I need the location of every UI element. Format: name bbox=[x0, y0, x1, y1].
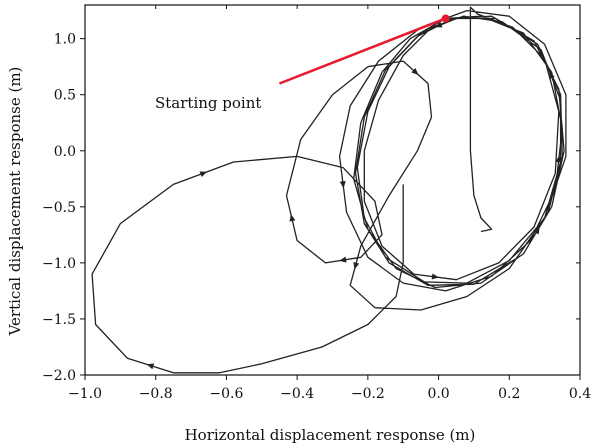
x-tick-label: −0.4 bbox=[280, 386, 314, 402]
direction-arrow bbox=[146, 363, 155, 370]
y-tick-label: −1.0 bbox=[42, 256, 76, 272]
x-tick-label: 0.2 bbox=[498, 386, 520, 402]
y-tick-label: −0.5 bbox=[42, 200, 76, 216]
annotation-group bbox=[279, 14, 450, 85]
trajectory-line bbox=[91, 6, 567, 374]
direction-arrow bbox=[353, 262, 360, 270]
starting-point-pointer bbox=[279, 17, 447, 85]
x-tick-label: −1.0 bbox=[68, 386, 102, 402]
tick-marks: −1.0 −0.8 −0.6 −0.4 −0.2 0.0 0.2 0.4 −2.0 −1.5 −1.… bbox=[42, 5, 591, 402]
direction-arrow bbox=[434, 21, 443, 28]
direction-arrow bbox=[431, 273, 439, 280]
direction-arrow bbox=[339, 181, 346, 189]
starting-point-marker bbox=[441, 14, 450, 23]
direction-arrows bbox=[146, 21, 562, 370]
axes bbox=[84, 4, 581, 376]
x-tick-label: 0.4 bbox=[569, 386, 591, 402]
starting-point-label: Starting point bbox=[155, 94, 261, 112]
direction-arrow bbox=[411, 68, 419, 75]
direction-arrow bbox=[533, 226, 540, 235]
y-tick-label: −2.0 bbox=[42, 368, 76, 384]
x-tick-label: −0.2 bbox=[351, 386, 385, 402]
x-tick-label: 0.0 bbox=[427, 386, 449, 402]
direction-arrow bbox=[555, 155, 562, 163]
x-tick-label: −0.6 bbox=[209, 386, 243, 402]
direction-arrow bbox=[289, 214, 296, 222]
y-tick-label: −1.5 bbox=[42, 312, 76, 328]
y-tick-label: 0.5 bbox=[54, 88, 76, 104]
direction-arrow bbox=[339, 256, 347, 263]
x-axis-title: Horizontal displacement response (m) bbox=[185, 426, 476, 444]
y-tick-label: 1.0 bbox=[54, 32, 76, 48]
y-tick-label: 0.0 bbox=[54, 144, 76, 160]
plot-frame bbox=[84, 4, 581, 376]
direction-arrow bbox=[549, 71, 555, 79]
direction-arrow bbox=[199, 171, 208, 178]
trajectory-series bbox=[91, 6, 567, 374]
x-tick-label: −0.8 bbox=[139, 386, 173, 402]
y-axis-title: Vertical displacement response (m) bbox=[6, 67, 24, 337]
